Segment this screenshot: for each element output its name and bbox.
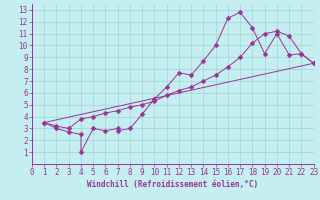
X-axis label: Windchill (Refroidissement éolien,°C): Windchill (Refroidissement éolien,°C): [87, 180, 258, 189]
